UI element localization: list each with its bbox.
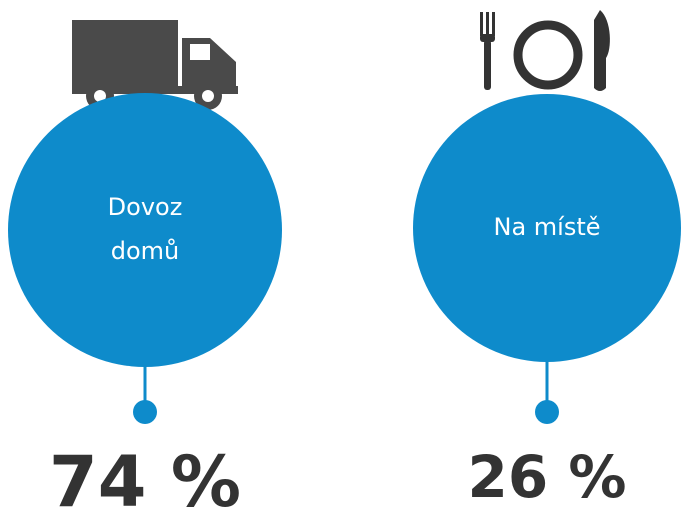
bubble-label: Dovoz	[108, 193, 183, 221]
bubble	[413, 94, 681, 362]
bubble	[8, 93, 282, 367]
percent: 26 %	[467, 443, 626, 511]
dot	[535, 400, 559, 424]
percent: 74 %	[49, 441, 241, 523]
truck-icon	[72, 20, 238, 110]
plate-icon	[480, 10, 610, 91]
bubble-label: domů	[111, 237, 180, 265]
bubble-label: Na místě	[493, 213, 600, 241]
dot	[133, 400, 157, 424]
